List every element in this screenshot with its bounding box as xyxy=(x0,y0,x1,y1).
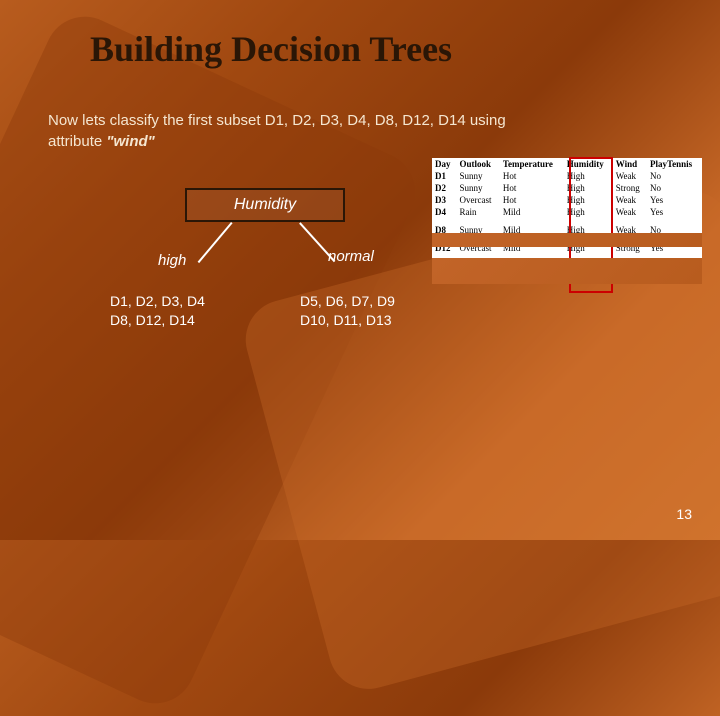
table-cell: Hot xyxy=(500,182,564,194)
table-header: Day xyxy=(432,158,457,170)
occlusion-band-2 xyxy=(432,258,702,284)
table-row: D4RainMildHighWeakYes xyxy=(432,206,702,218)
subtitle-line2-pre: attribute xyxy=(48,133,106,150)
branch-label-left: high xyxy=(158,252,186,269)
table-cell: D3 xyxy=(432,194,457,206)
table-cell: D4 xyxy=(432,206,457,218)
table-cell: Yes xyxy=(647,206,702,218)
slide-title: Building Decision Trees xyxy=(90,28,452,70)
table-cell: Hot xyxy=(500,170,564,182)
tree-edge-left xyxy=(198,222,233,263)
page-number: 13 xyxy=(676,506,692,522)
table-cell: Yes xyxy=(647,194,702,206)
leaf-left: D1, D2, D3, D4 D8, D12, D14 xyxy=(110,292,205,330)
table-cell: Sunny xyxy=(457,170,500,182)
branch-label-right: normal xyxy=(328,248,374,265)
table-cell: Weak xyxy=(613,170,647,182)
table-header: Humidity xyxy=(564,158,613,170)
leaf-right-line1: D5, D6, D7, D9 xyxy=(300,292,395,311)
tree-root-node: Humidity xyxy=(185,188,345,222)
table-row: D1SunnyHotHighWeakNo xyxy=(432,170,702,182)
leaf-left-line2: D8, D12, D14 xyxy=(110,311,205,330)
table-cell: High xyxy=(564,182,613,194)
table-cell: Weak xyxy=(613,194,647,206)
occlusion-band-1 xyxy=(432,233,702,247)
table-cell: Rain xyxy=(457,206,500,218)
subtitle-line1: Now lets classify the first subset D1, D… xyxy=(48,112,506,129)
table-cell: Weak xyxy=(613,206,647,218)
table-header: Temperature xyxy=(500,158,564,170)
tree-root-label: Humidity xyxy=(234,196,296,214)
table-cell: High xyxy=(564,170,613,182)
table-cell: D1 xyxy=(432,170,457,182)
table-cell: Sunny xyxy=(457,182,500,194)
subtitle-line2-bold: "wind" xyxy=(106,133,154,150)
table-header: Outlook xyxy=(457,158,500,170)
table-cell: D2 xyxy=(432,182,457,194)
table-cell: High xyxy=(564,206,613,218)
leaf-right: D5, D6, D7, D9 D10, D11, D13 xyxy=(300,292,395,330)
table-cell: No xyxy=(647,170,702,182)
data-table: DayOutlookTemperatureHumidityWindPlayTen… xyxy=(432,158,702,268)
table-row: D3OvercastHotHighWeakYes xyxy=(432,194,702,206)
table-cell: No xyxy=(647,182,702,194)
table-header: PlayTennis xyxy=(647,158,702,170)
table-header: Wind xyxy=(613,158,647,170)
table-cell: Strong xyxy=(613,182,647,194)
slide-subtitle: Now lets classify the first subset D1, D… xyxy=(48,110,506,152)
table-cell: High xyxy=(564,194,613,206)
table-cell: Overcast xyxy=(457,194,500,206)
leaf-right-line2: D10, D11, D13 xyxy=(300,311,395,330)
table-cell: Mild xyxy=(500,206,564,218)
table-row: D2SunnyHotHighStrongNo xyxy=(432,182,702,194)
leaf-left-line1: D1, D2, D3, D4 xyxy=(110,292,205,311)
table-cell: Hot xyxy=(500,194,564,206)
